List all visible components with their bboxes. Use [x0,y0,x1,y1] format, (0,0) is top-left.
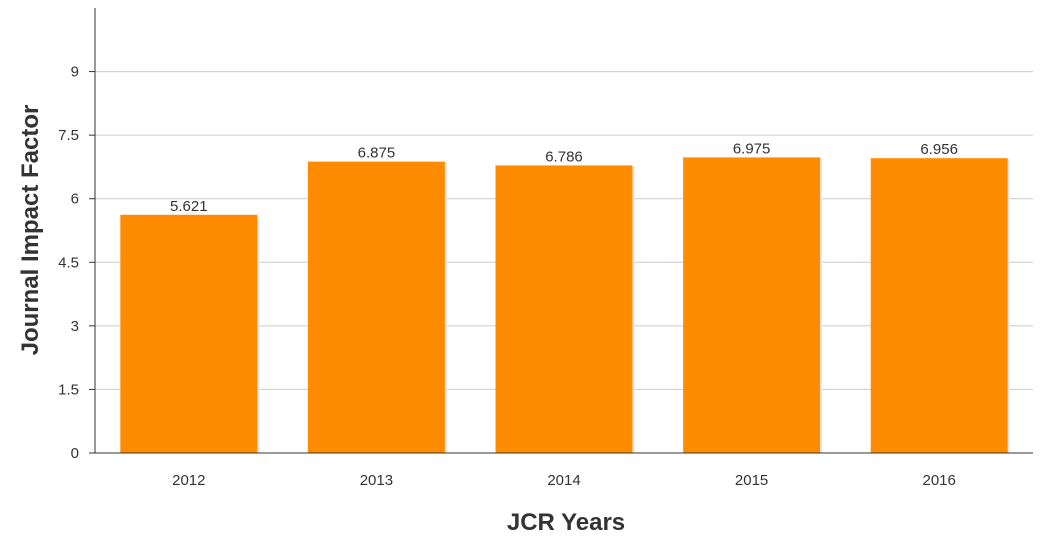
data-label-2013: 6.875 [358,145,396,162]
bar-2016[interactable] [870,158,1008,453]
y-tick-label: 3 [71,318,79,335]
bar-2012[interactable] [120,214,258,453]
x-axis-title: JCR Years [507,509,625,536]
x-tick-label-2013: 2013 [360,472,393,489]
data-label-2016: 6.956 [920,141,958,158]
x-tick-label-2015: 2015 [735,472,768,489]
data-label-2014: 6.786 [545,148,583,165]
y-tick-label: 6 [71,191,79,208]
x-tick-label-2014: 2014 [547,472,580,489]
y-tick-label: 4.5 [58,254,79,271]
bar-2015[interactable] [683,157,821,453]
y-tick-label: 0 [71,445,79,462]
y-axis-title: Journal Impact Factor [17,105,44,356]
y-tick-label: 9 [71,64,79,81]
y-tick-labels: 0 1.5 3 4.5 6 7.5 9 [58,64,95,462]
x-tick-label-2016: 2016 [923,472,956,489]
bars [120,157,1010,453]
y-tick-label: 7.5 [58,127,79,144]
axes [94,8,1033,454]
data-label-2012: 5.621 [170,198,208,215]
y-tick-label: 1.5 [58,381,79,398]
bar-2014[interactable] [495,165,633,453]
data-label-2015: 6.975 [733,140,771,157]
data-labels: 5.621 6.875 6.786 6.975 6.956 [170,140,958,214]
x-tick-labels: 2012 2013 2014 2015 2016 [172,472,956,489]
bar-2013[interactable] [307,161,445,453]
x-tick-label-2012: 2012 [172,472,205,489]
